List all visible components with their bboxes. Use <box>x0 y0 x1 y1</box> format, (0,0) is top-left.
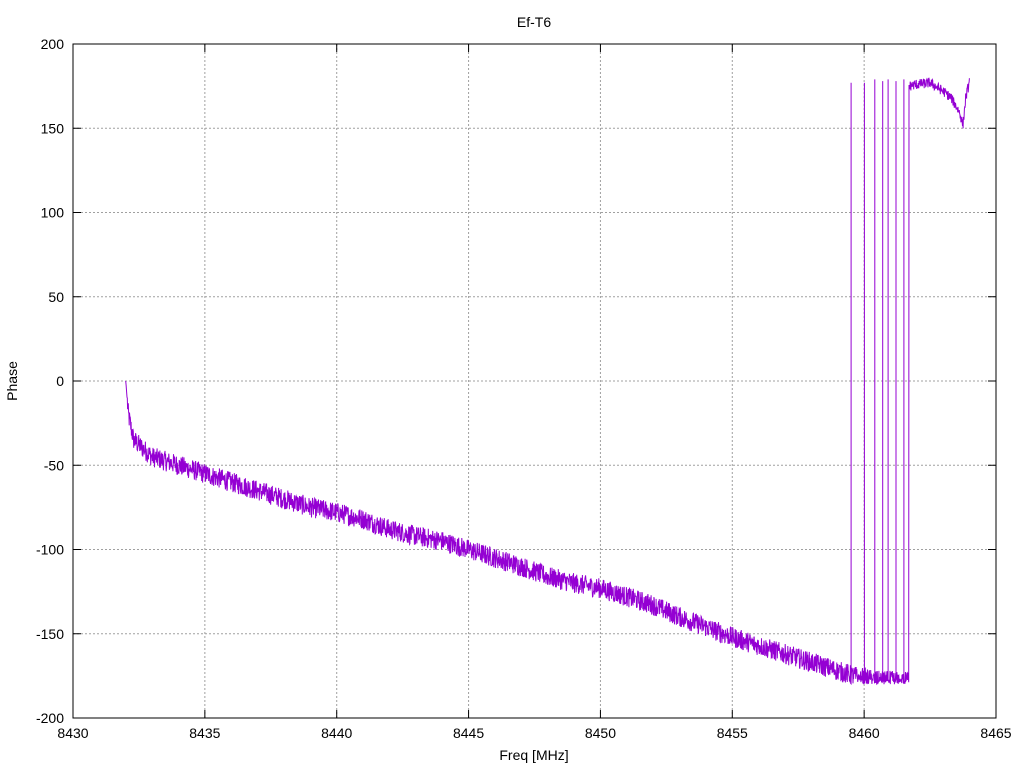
y-axis-label: Phase <box>4 361 20 401</box>
data-series <box>125 77 970 686</box>
y-tick-label: 200 <box>41 36 65 52</box>
x-tick-label: 8440 <box>321 725 352 741</box>
x-tick-label: 8445 <box>453 725 484 741</box>
y-tick-label: 50 <box>48 289 64 305</box>
x-tick-label: 8460 <box>849 725 880 741</box>
x-tick-label: 8435 <box>189 725 220 741</box>
y-tick-label: -200 <box>36 710 64 726</box>
y-tick-label: 150 <box>41 120 65 136</box>
chart-title: Ef-T6 <box>517 14 551 30</box>
y-tick-label: -50 <box>44 457 64 473</box>
y-tick-label: 0 <box>56 373 64 389</box>
axis-ticks: 8430 8435 8440 8445 8450 8455 8460 8465 -200 -150… <box>36 36 1012 741</box>
y-tick-label: -150 <box>36 626 64 642</box>
x-tick-label: 8455 <box>717 725 748 741</box>
x-tick-label: 8465 <box>980 725 1011 741</box>
grid-lines <box>73 44 996 718</box>
y-tick-label: 100 <box>41 205 65 221</box>
x-tick-label: 8450 <box>585 725 616 741</box>
x-tick-label: 8430 <box>57 725 88 741</box>
x-axis-label: Freq [MHz] <box>499 747 568 763</box>
y-tick-label: -100 <box>36 542 64 558</box>
phase-series-line <box>125 77 970 686</box>
